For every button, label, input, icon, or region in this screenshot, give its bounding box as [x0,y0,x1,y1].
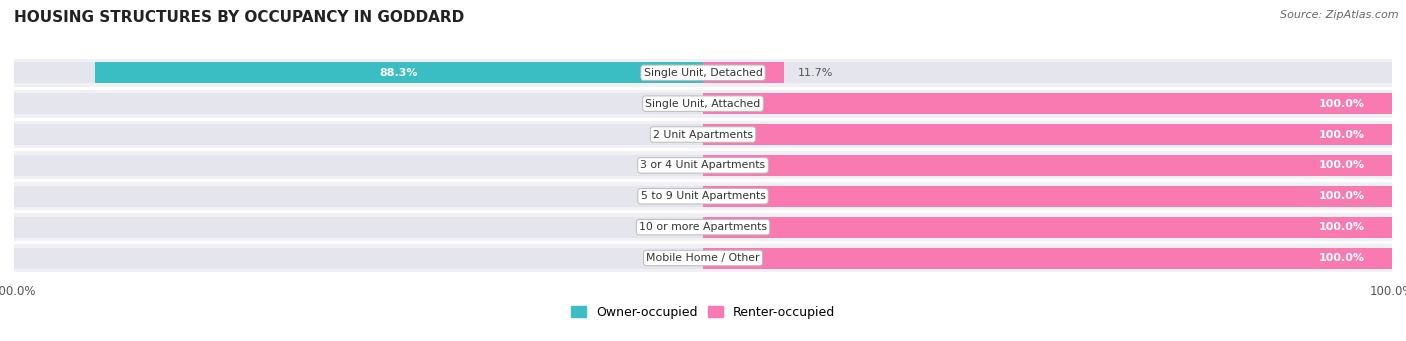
Bar [703,62,783,83]
Bar [703,217,1392,238]
Text: 0.0%: 0.0% [661,130,689,139]
Text: 100.0%: 100.0% [1319,253,1364,263]
Bar [14,62,703,83]
Text: 0.0%: 0.0% [661,222,689,232]
Bar [703,155,1392,176]
Text: 0.0%: 0.0% [661,160,689,170]
Text: Mobile Home / Other: Mobile Home / Other [647,253,759,263]
Text: 5 to 9 Unit Apartments: 5 to 9 Unit Apartments [641,191,765,201]
Text: 88.3%: 88.3% [380,68,418,78]
Text: 100.0%: 100.0% [1319,99,1364,109]
Bar [14,124,703,145]
Legend: Owner-occupied, Renter-occupied: Owner-occupied, Renter-occupied [567,301,839,324]
Bar [703,93,1392,114]
Text: 100.0%: 100.0% [1319,160,1364,170]
Bar [703,155,1392,176]
Text: 100.0%: 100.0% [1319,130,1364,139]
Bar [703,217,1392,238]
Bar [703,124,1392,145]
Text: 100.0%: 100.0% [1319,222,1364,232]
Bar [703,186,1392,207]
Text: HOUSING STRUCTURES BY OCCUPANCY IN GODDARD: HOUSING STRUCTURES BY OCCUPANCY IN GODDA… [14,10,464,25]
Bar [14,244,1392,272]
Bar [14,213,1392,241]
Bar [703,186,1392,207]
Text: 3 or 4 Unit Apartments: 3 or 4 Unit Apartments [641,160,765,170]
Text: 0.0%: 0.0% [661,99,689,109]
Text: Single Unit, Attached: Single Unit, Attached [645,99,761,109]
Text: 0.0%: 0.0% [661,253,689,263]
Bar [14,186,703,207]
Bar [703,93,1392,114]
Bar [14,155,703,176]
Text: 0.0%: 0.0% [661,191,689,201]
Text: 10 or more Apartments: 10 or more Apartments [638,222,768,232]
Bar [14,121,1392,148]
Text: 100.0%: 100.0% [1319,191,1364,201]
Bar [703,124,1392,145]
Bar [14,182,1392,210]
Text: Source: ZipAtlas.com: Source: ZipAtlas.com [1281,10,1399,20]
Bar [703,62,1392,83]
Bar [14,90,1392,118]
Bar [14,93,703,114]
Bar [14,248,703,268]
Bar [703,248,1392,268]
Text: 2 Unit Apartments: 2 Unit Apartments [652,130,754,139]
Bar [14,151,1392,179]
Bar [703,248,1392,268]
Bar [94,62,703,83]
Text: Single Unit, Detached: Single Unit, Detached [644,68,762,78]
Text: 11.7%: 11.7% [797,68,832,78]
Bar [14,59,1392,87]
Bar [14,217,703,238]
